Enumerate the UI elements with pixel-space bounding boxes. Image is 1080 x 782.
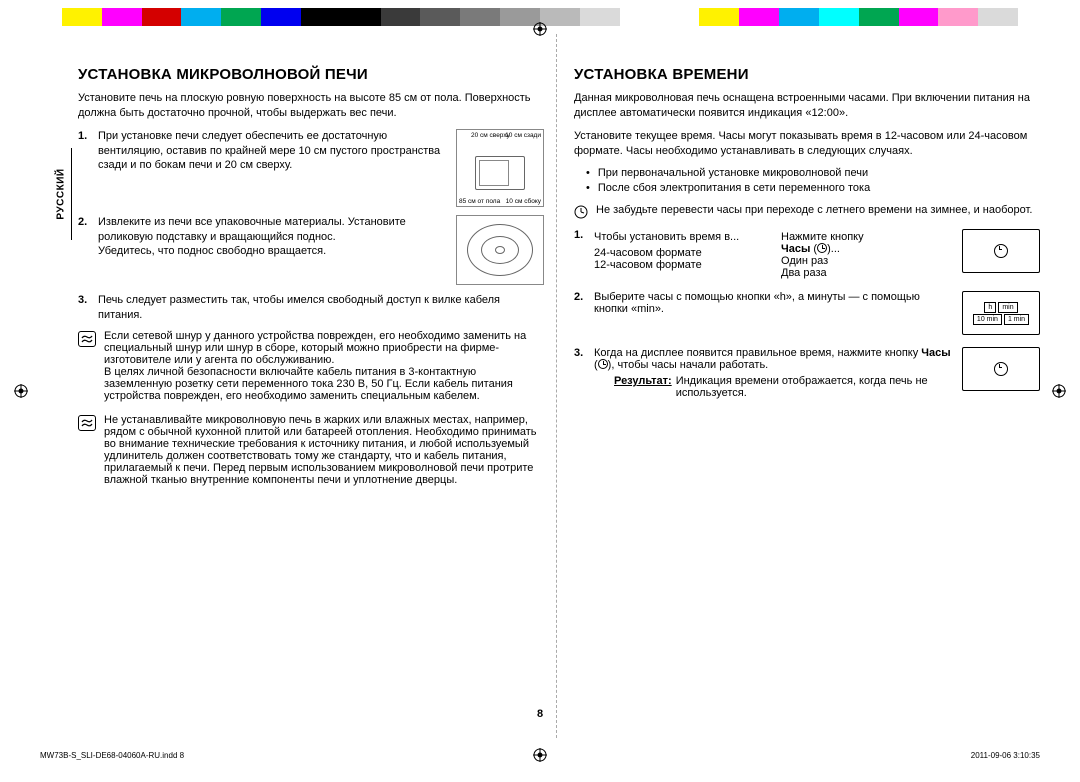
- clock-button-figure: [962, 229, 1040, 273]
- clearance-diagram: 20 см сверху 10 см сзади 85 см от пола 1…: [456, 129, 544, 207]
- clock-icon: [817, 243, 827, 253]
- clock-button-figure: [962, 347, 1040, 391]
- language-tab: РУССКИЙ: [50, 148, 72, 240]
- print-footer: MW73B-S_SLI-DE68-04060A-RU.indd 8 2011-0…: [40, 751, 1040, 760]
- time-step-1: 1. Чтобы установить время в... 24-часово…: [574, 229, 1040, 279]
- install-steps: 1. 20 см сверху 10 см сзади 85 см от пол…: [78, 129, 544, 323]
- clock-icon: [994, 244, 1008, 258]
- time-step-3: 3. Когда на дисплее появится правильное …: [574, 347, 1040, 399]
- page-content: УСТАНОВКА МИКРОВОЛНОВОЙ ПЕЧИ Установите …: [78, 66, 1040, 718]
- install-step-3: 3. Печь следует разместить так, чтобы им…: [78, 293, 544, 323]
- step-number: 1.: [78, 129, 92, 207]
- clock-icon: [598, 359, 608, 369]
- note-icon: [78, 331, 96, 347]
- warning-note-2: Не устанавливайте микроволновую печь в ж…: [78, 414, 544, 486]
- time-step-2: 2. Выберите часы с помощью кнопки «h», а…: [574, 291, 1040, 335]
- step-body: 20 см сверху 10 см сзади 85 см от пола 1…: [98, 129, 544, 207]
- warning-note-1: Если сетевой шнур у данного устройства п…: [78, 330, 544, 402]
- list-item: При первоначальной установке микроволнов…: [574, 166, 1040, 181]
- step-body: Когда на дисплее появится правильное вре…: [594, 347, 956, 399]
- right-column: УСТАНОВКА ВРЕМЕНИ Данная микроволновая п…: [574, 66, 1040, 718]
- registration-mark-right: [1052, 384, 1066, 398]
- clock-icon: [994, 362, 1008, 376]
- time-bullets: При первоначальной установке микроволнов…: [574, 166, 1040, 196]
- time-p2: Установите текущее время. Часы могут пок…: [574, 129, 1040, 159]
- footer-timestamp: 2011-09-06 3:10:35: [971, 751, 1040, 760]
- step-number: 3.: [78, 293, 92, 323]
- step-number: 1.: [574, 229, 588, 241]
- step-body: Чтобы установить время в... 24-часовом ф…: [594, 229, 956, 279]
- page-number: 8: [537, 708, 543, 720]
- registration-mark-left: [14, 384, 28, 398]
- list-item: После сбоя электропитания в сети перемен…: [574, 181, 1040, 196]
- language-label: РУССКИЙ: [55, 168, 66, 219]
- install-step-2: 2. Извлеките из печи все упаковочные мат…: [78, 215, 544, 285]
- step-body: Извлеките из печи все упаковочные матери…: [98, 215, 544, 285]
- step-number: 2.: [78, 215, 92, 285]
- registration-mark-bottom: [533, 748, 547, 764]
- turntable-diagram: [456, 215, 544, 285]
- clock-icon: [574, 205, 588, 219]
- left-column: УСТАНОВКА МИКРОВОЛНОВОЙ ПЕЧИ Установите …: [78, 66, 544, 718]
- h-min-button-figure: h min 10 min 1 min: [962, 291, 1040, 335]
- step-number: 2.: [574, 291, 588, 303]
- note-icon: [78, 415, 96, 431]
- step-body: Печь следует разместить так, чтобы имелс…: [98, 293, 544, 323]
- footer-filename: MW73B-S_SLI-DE68-04060A-RU.indd 8: [40, 751, 184, 760]
- heading-install-oven: УСТАНОВКА МИКРОВОЛНОВОЙ ПЕЧИ: [78, 66, 544, 83]
- step-number: 3.: [574, 347, 588, 359]
- heading-set-time: УСТАНОВКА ВРЕМЕНИ: [574, 66, 1040, 83]
- result-row: Результат: Индикация времени отображаетс…: [594, 375, 956, 399]
- time-p1: Данная микроволновая печь оснащена встро…: [574, 91, 1040, 121]
- step-body: Выберите часы с помощью кнопки «h», а ми…: [594, 291, 956, 315]
- install-intro: Установите печь на плоскую ровную поверх…: [78, 91, 544, 121]
- install-step-1: 1. 20 см сверху 10 см сзади 85 см от пол…: [78, 129, 544, 207]
- dst-note: Не забудьте перевести часы при переходе …: [574, 204, 1040, 219]
- registration-mark-top: [533, 22, 547, 36]
